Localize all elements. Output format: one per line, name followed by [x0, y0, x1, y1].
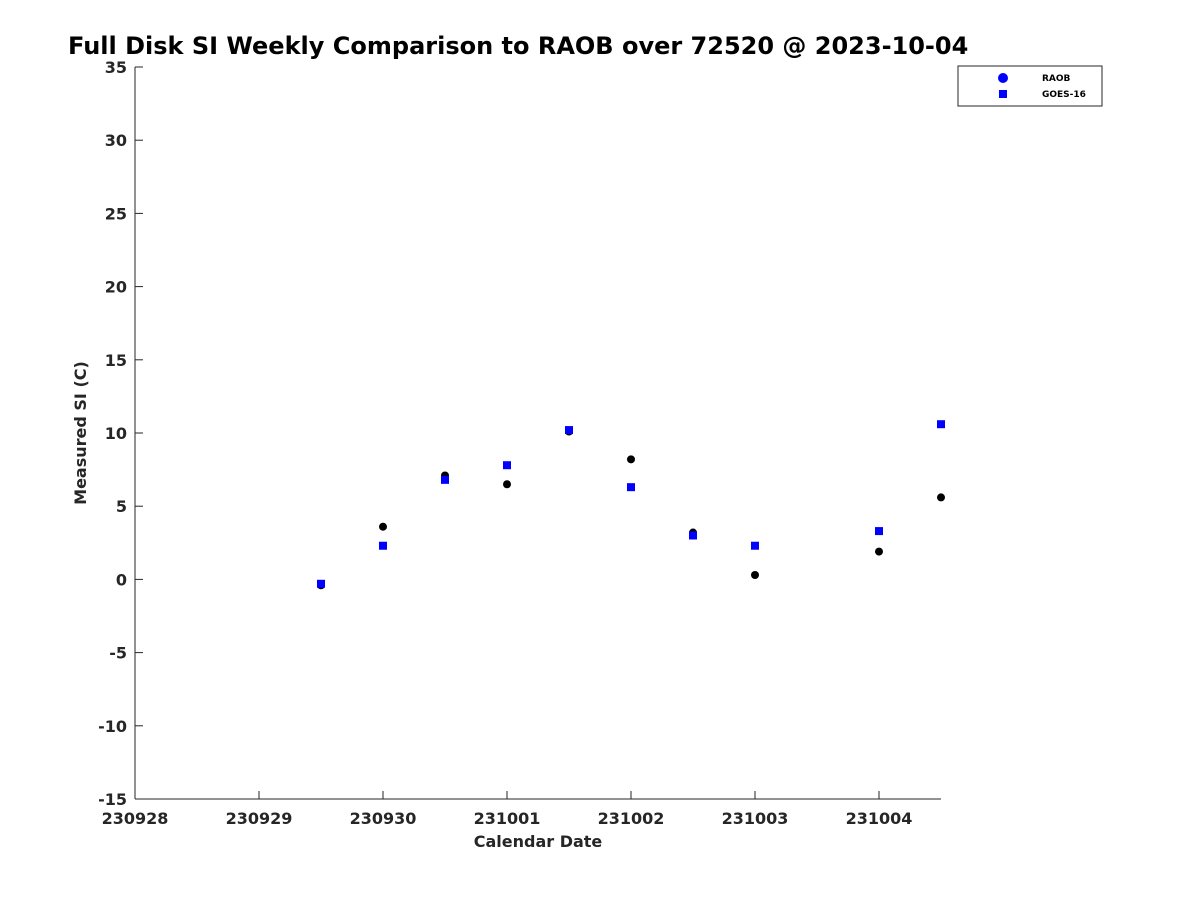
legend-marker-raob: [998, 73, 1008, 83]
raob-point: [503, 480, 511, 489]
goes-16-point: [627, 483, 635, 492]
legend-label: GOES-16: [1042, 90, 1086, 100]
raob-point: [627, 455, 635, 464]
y-tick-label: 35: [105, 58, 127, 77]
y-axis-label: Measured SI (C): [71, 361, 90, 505]
y-tick-label: 5: [116, 497, 127, 516]
x-axis-ticks: 230928 230929 230930 231001 231002 231003 2310…: [102, 791, 913, 828]
x-tick-label: 231003: [722, 809, 789, 828]
goes-16-point: [751, 541, 759, 550]
y-tick-label: -5: [109, 644, 127, 663]
x-tick-label: 230930: [350, 809, 417, 828]
y-tick-label: 0: [116, 570, 127, 589]
x-tick-label: 231004: [846, 809, 913, 828]
legend-box: [957, 65, 1103, 107]
goes-16-point: [503, 461, 511, 470]
y-tick-label: 20: [105, 278, 127, 297]
x-tick-label: 231002: [598, 809, 665, 828]
raob-point: [937, 493, 945, 502]
x-tick-label: 230928: [102, 809, 169, 828]
raob-point: [379, 522, 387, 531]
legend: RAOB GOES-16: [957, 65, 1103, 107]
x-tick-label: 231001: [474, 809, 541, 828]
y-tick-label: 25: [105, 204, 127, 223]
data-points: [317, 420, 945, 590]
legend-label: RAOB: [1042, 74, 1071, 84]
y-tick-label: 30: [105, 131, 127, 150]
y-axis-ticks: -15 -10 -5 0 5 10 15 20 25 30 35: [98, 58, 143, 809]
y-tick-label: 15: [105, 351, 127, 370]
x-axis-label: Calendar Date: [474, 832, 603, 851]
legend-marker-goes-16: [999, 90, 1007, 98]
goes-16-point: [441, 475, 449, 484]
goes-16-point: [379, 541, 387, 550]
goes-16-point: [689, 531, 697, 540]
raob-point: [875, 547, 883, 556]
goes-16-point: [937, 420, 945, 429]
goes-16-point: [565, 426, 573, 435]
raob-point: [751, 571, 759, 580]
y-tick-label: -15: [98, 790, 127, 809]
x-tick-label: 230929: [226, 809, 293, 828]
axes: [134, 67, 941, 800]
goes-16-point: [317, 579, 325, 588]
y-tick-label: -10: [98, 717, 127, 736]
y-tick-label: 10: [105, 424, 127, 443]
chart-title: Full Disk SI Weekly Comparison to RAOB o…: [68, 32, 968, 60]
goes-16-point: [875, 527, 883, 536]
